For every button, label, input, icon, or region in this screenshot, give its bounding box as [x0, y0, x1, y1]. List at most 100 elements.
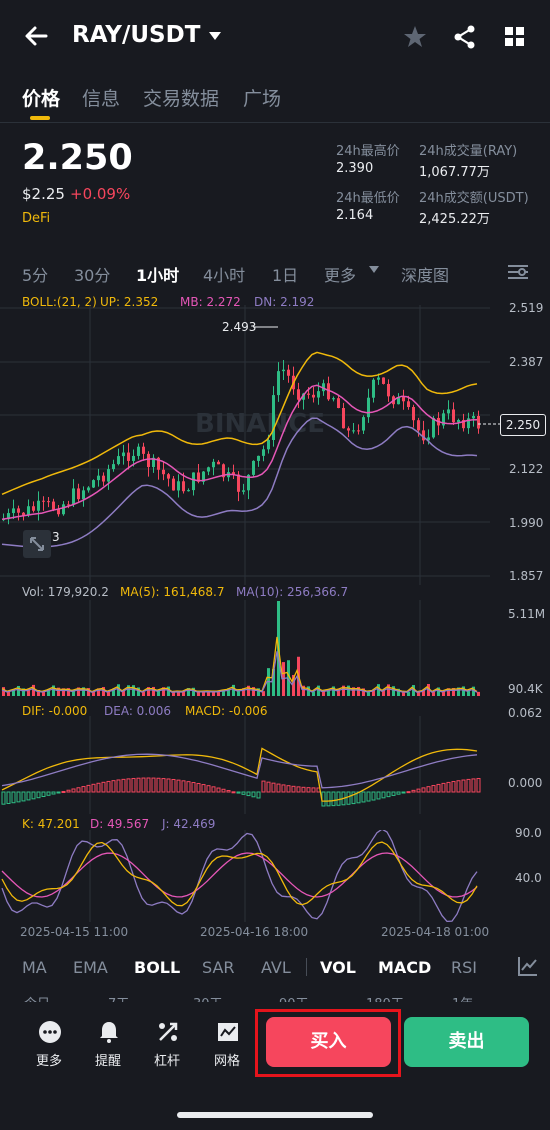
more-dots-icon — [39, 1021, 61, 1043]
high-value: 2.390 — [336, 161, 374, 176]
interval-30m[interactable]: 30分 — [74, 266, 111, 285]
volume-usdt-label: 24h成交额(USDT) — [419, 191, 529, 206]
low-value: 2.164 — [336, 208, 374, 223]
period-7d: 7天 — [108, 993, 129, 1003]
period-90d: 90天 — [279, 993, 309, 1003]
boll-mb: MB: 2.272 — [180, 295, 241, 309]
macd-value: MACD: -0.006 — [185, 704, 268, 718]
more-label: 更多 — [36, 1054, 63, 1069]
boll-params: BOLL:(21, 2) — [22, 295, 97, 309]
bell-icon — [100, 1022, 118, 1043]
volume-ray-label: 24h成交量(RAY) — [419, 144, 518, 159]
tab-price[interactable]: 价格 — [22, 88, 61, 110]
interval-1d[interactable]: 1日 — [272, 266, 299, 285]
kdj-chart — [1, 830, 478, 922]
indicator-boll[interactable]: BOLL — [134, 958, 181, 977]
back-arrow-icon[interactable] — [22, 22, 50, 50]
macd-axis-mid: 0.000 — [508, 776, 543, 790]
header-bar: RAY/USDT — [0, 0, 550, 76]
usd-price: $2.25 — [22, 185, 65, 203]
low-marker: 3 — [52, 530, 60, 544]
vol-ma10: MA(10): 256,366.7 — [236, 585, 349, 599]
tab-trading-data[interactable]: 交易数据 — [143, 88, 220, 110]
macd-dif: DIF: -0.000 — [22, 704, 88, 718]
more-caret-icon — [369, 266, 379, 273]
volume-ray-value: 1,067.77万 — [419, 165, 490, 180]
macd-chart — [1, 716, 481, 814]
home-indicator — [177, 1112, 373, 1118]
candlestick-chart[interactable]: BINANCE 2.493 3 — [0, 305, 550, 585]
buy-button[interactable]: 买入 — [266, 1017, 391, 1067]
price-axis-6: 1.857 — [509, 569, 544, 583]
kdj-k: K: 47.201 — [22, 817, 80, 831]
fullscreen-button[interactable] — [23, 530, 51, 558]
active-tab-indicator — [30, 116, 50, 120]
grid-bot-icon — [218, 1023, 238, 1041]
macd-dea: DEA: 0.006 — [104, 704, 172, 718]
period-today: 今日 — [24, 993, 50, 1003]
period-1y: 1年 — [452, 993, 473, 1003]
sell-button[interactable]: 卖出 — [404, 1017, 529, 1067]
price-axis-5: 1.990 — [509, 516, 544, 530]
indicator-sar[interactable]: SAR — [202, 958, 235, 977]
indicator-divider — [306, 958, 307, 976]
vol-label: Vol: 179,920.2 — [22, 585, 109, 599]
indicator-macd[interactable]: MACD — [378, 958, 432, 977]
period-stats-row: 今日 7天 30天 90天 180天 1年 — [0, 993, 550, 1003]
grid-label: 网格 — [214, 1054, 241, 1069]
indicator-ema[interactable]: EMA — [73, 958, 108, 977]
indicator-vol[interactable]: VOL — [320, 958, 356, 977]
period-180d: 180天 — [366, 993, 404, 1003]
last-price: 2.250 — [22, 138, 133, 178]
divider — [0, 122, 550, 123]
boll-dn: DN: 2.192 — [254, 295, 315, 309]
indicator-rsi[interactable]: RSI — [451, 958, 477, 977]
indicator-ma[interactable]: MA — [22, 958, 47, 977]
grid-menu-icon[interactable] — [502, 24, 528, 50]
grid-trading-button[interactable]: 网格 — [208, 1016, 248, 1072]
tab-square[interactable]: 广场 — [243, 88, 282, 110]
time-axis-1: 2025-04-15 11:00 — [20, 925, 129, 939]
alert-button[interactable]: 提醒 — [89, 1016, 129, 1072]
interval-5m[interactable]: 5分 — [22, 266, 49, 285]
interval-4h[interactable]: 4小时 — [203, 266, 246, 285]
time-axis-3: 2025-04-18 01:00 — [381, 925, 490, 939]
macd-axis-top: 0.062 — [508, 706, 543, 720]
price-axis-1: 2.519 — [509, 301, 544, 315]
boll-up: UP: 2.352 — [100, 295, 159, 309]
interval-1h[interactable]: 1小时 — [136, 266, 180, 285]
leverage-label: 杠杆 — [154, 1054, 181, 1069]
kdj-axis-top: 90.0 — [515, 826, 542, 840]
star-icon[interactable] — [402, 24, 428, 50]
pair-title[interactable]: RAY/USDT — [72, 22, 201, 48]
share-icon[interactable] — [452, 24, 478, 50]
boll-upper-line — [1, 351, 478, 495]
chart-settings-icon[interactable] — [507, 262, 529, 282]
indicator-avl[interactable]: AVL — [261, 958, 291, 977]
vol-axis-top: 5.11M — [508, 607, 546, 621]
tab-info[interactable]: 信息 — [82, 88, 121, 110]
time-axis-2: 2025-04-16 18:00 — [200, 925, 309, 939]
more-button[interactable]: 更多 — [30, 1016, 70, 1072]
percent-icon — [159, 1022, 178, 1041]
leverage-button[interactable]: 杠杆 — [148, 1016, 188, 1072]
buy-button-highlight — [255, 1009, 401, 1077]
kdj-axis-mid: 40.0 — [515, 871, 542, 885]
price-axis-4: 2.122 — [509, 462, 544, 476]
low-label: 24h最低价 — [336, 191, 400, 206]
interval-more[interactable]: 更多 — [324, 266, 357, 285]
indicator-settings-icon[interactable] — [517, 955, 539, 977]
price-change: +0.09% — [70, 185, 131, 203]
expand-icon — [30, 537, 44, 551]
dropdown-caret-icon[interactable] — [208, 30, 222, 42]
interval-depth[interactable]: 深度图 — [401, 266, 450, 285]
volume-chart — [1, 600, 480, 700]
vol-axis-bottom: 90.4K — [508, 682, 543, 696]
boll-lower-line — [1, 417, 478, 549]
vol-ma5: MA(5): 161,468.7 — [120, 585, 225, 599]
category-tag[interactable]: DeFi — [22, 211, 51, 226]
current-price-tag: 2.250 — [500, 414, 546, 436]
watermark: BINANCE — [195, 409, 325, 439]
alert-label: 提醒 — [95, 1054, 122, 1069]
high-label: 24h最高价 — [336, 144, 400, 159]
